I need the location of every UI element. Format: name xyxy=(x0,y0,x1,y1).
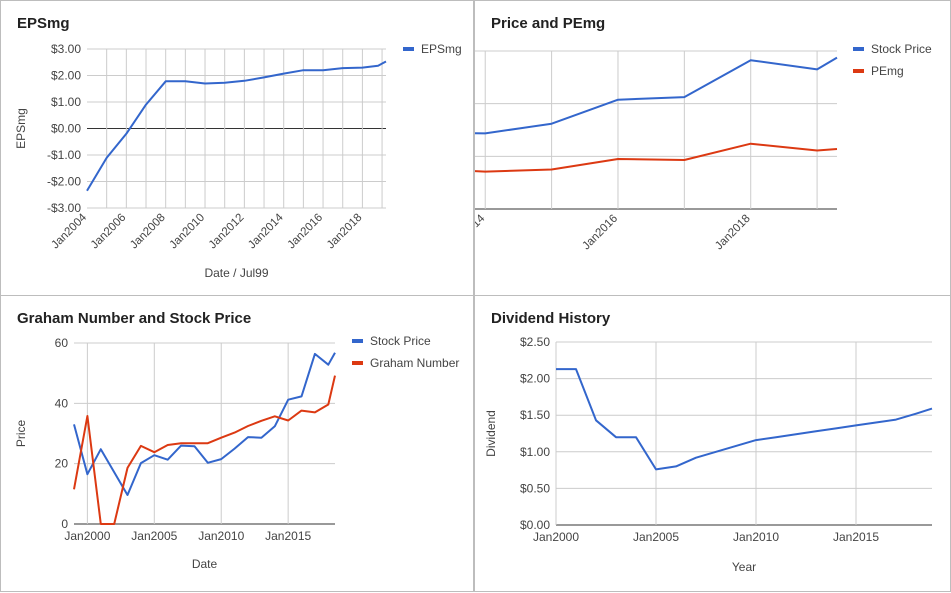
legend-swatch xyxy=(853,69,864,73)
y-tick-label: $2.00 xyxy=(520,372,550,386)
y-tick-label: $0.50 xyxy=(520,481,550,495)
graham-chart: 0 20 40 60 Jan2000 Jan2005 Jan2010 Jan2015 Date P… xyxy=(14,334,459,571)
price-pe-chart: 0204060Jan2008Jan2010Jan2012Jan2014Jan20… xyxy=(475,42,932,253)
y-tick-label: -$1.00 xyxy=(47,148,81,162)
y-tick-label: 60 xyxy=(55,336,69,350)
y-tick-label: $2.00 xyxy=(51,69,81,83)
y-tick-label: -$2.00 xyxy=(47,175,81,189)
series-line-0 xyxy=(73,352,336,496)
y-tick-label: $3.00 xyxy=(51,42,81,56)
legend-swatch xyxy=(352,339,363,343)
graham-chart-panel: Graham Number and Stock Price 0 20 40 60 Jan… xyxy=(0,295,474,592)
x-axis-title: Date xyxy=(192,557,218,571)
price-pe-chart-title: Price and PEmg xyxy=(491,15,606,32)
x-tick-label: Jan2014 xyxy=(475,212,488,252)
x-tick-label: Jan2010 xyxy=(733,530,779,544)
y-tick-label: $0.00 xyxy=(520,518,550,532)
x-tick-label: Jan2015 xyxy=(833,530,879,544)
x-tick-label: Jan2005 xyxy=(131,529,177,543)
x-tick-label: Jan2006 xyxy=(89,212,129,252)
x-tick-label: Jan2018 xyxy=(325,212,365,252)
eps-chart: $3.00$2.00$1.00$0.00-$1.00-$2.00-$3.00Ja… xyxy=(14,42,462,280)
y-tick-label: 0 xyxy=(61,517,68,531)
legend-label: Graham Number xyxy=(370,356,459,370)
y-tick-label: $1.00 xyxy=(51,95,81,109)
legend-swatch xyxy=(403,47,414,51)
x-tick-label: Jan2000 xyxy=(533,530,579,544)
legend-swatch xyxy=(352,361,363,365)
series-line-0 xyxy=(86,60,387,192)
legend-swatch xyxy=(853,47,864,51)
dividend-chart-panel: Dividend History $0.00 $0.50 $1.00 $1.50 $2.… xyxy=(474,295,951,592)
y-tick-label: 40 xyxy=(55,396,69,410)
y-tick-label: -$3.00 xyxy=(47,201,81,215)
legend-label: EPSmg xyxy=(421,42,462,56)
x-tick-label: Jan2000 xyxy=(64,529,110,543)
x-tick-label: Jan2010 xyxy=(198,529,244,543)
series-line-1 xyxy=(73,375,336,525)
x-tick-label: Jan2008 xyxy=(128,212,168,252)
x-tick-label: Jan2016 xyxy=(285,212,325,252)
graham-chart-title: Graham Number and Stock Price xyxy=(17,310,252,327)
eps-chart-title: EPSmg xyxy=(17,15,70,32)
series-line-0 xyxy=(556,368,933,471)
x-axis-title: Year xyxy=(732,560,756,574)
x-tick-label: Jan2005 xyxy=(633,530,679,544)
x-tick-label: Jan2016 xyxy=(580,213,620,253)
x-tick-label: Jan2015 xyxy=(265,529,311,543)
dividend-chart-title: Dividend History xyxy=(491,310,611,327)
x-tick-label: Jan2012 xyxy=(207,212,247,252)
x-axis-title: Date / Jul99 xyxy=(204,266,268,280)
series-line-1 xyxy=(475,142,838,173)
legend-label: PEmg xyxy=(871,64,904,78)
x-tick-label: Jan2018 xyxy=(713,213,753,253)
eps-chart-panel: EPSmg $3.00 $2.00 $1.00 $0.00 -$1.00 -$2.00 -$… xyxy=(0,0,474,296)
x-tick-label: Jan2010 xyxy=(167,212,207,252)
legend-label: Stock Price xyxy=(871,42,932,56)
y-tick-label: $0.00 xyxy=(51,122,81,136)
x-tick-label: Jan2004 xyxy=(49,211,89,251)
y-axis-title: Dividend xyxy=(484,410,498,457)
dividend-chart: $0.00 $0.50 $1.00 $1.50 $2.00 $2.50 Jan2000 Jan… xyxy=(484,335,933,574)
y-axis-title: Price xyxy=(14,420,28,448)
y-tick-label: 20 xyxy=(55,457,69,471)
y-tick-label: $2.50 xyxy=(520,335,550,349)
y-tick-label: $1.50 xyxy=(520,408,550,422)
y-axis-title: EPSmg xyxy=(14,108,28,149)
price-pe-chart-panel: Price and PEmg 0204060Jan2008Jan2010Jan2… xyxy=(474,0,951,296)
x-tick-label: Jan2014 xyxy=(246,211,286,251)
series-line-0 xyxy=(475,56,838,135)
legend-label: Stock Price xyxy=(370,334,431,348)
y-tick-label: $1.00 xyxy=(520,445,550,459)
